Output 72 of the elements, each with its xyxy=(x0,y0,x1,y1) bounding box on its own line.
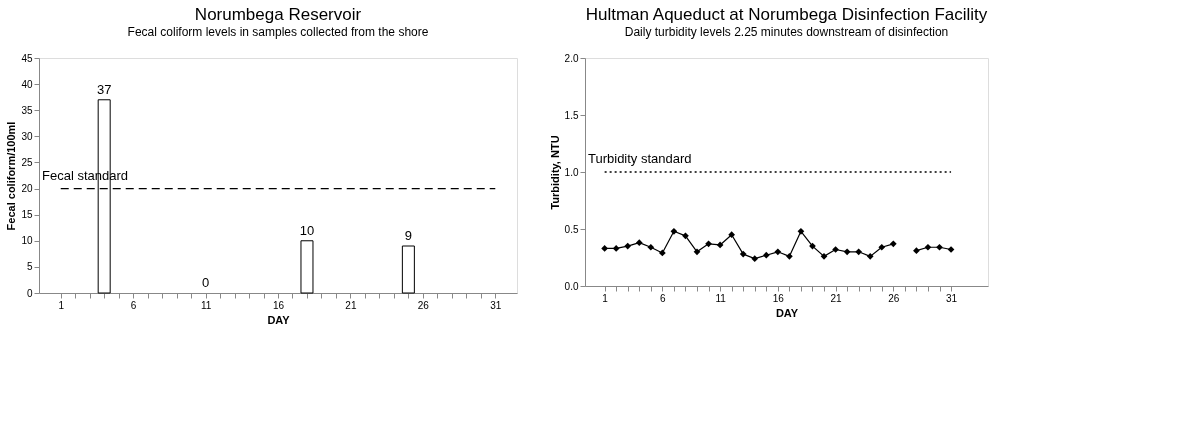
point xyxy=(889,240,897,248)
point xyxy=(693,248,701,256)
y-tick-label: 20 xyxy=(21,183,33,195)
x-tick-label: 21 xyxy=(830,292,843,304)
y-tick-label: 35 xyxy=(21,104,33,116)
data-label: 9 xyxy=(404,228,412,243)
chart-title: Hultman Aqueduct at Norumbega Disinfection Facility xyxy=(585,5,988,24)
x-tick-label: 6 xyxy=(130,299,137,311)
x-axis-title: DAY xyxy=(267,313,291,326)
y-tick-label: 5 xyxy=(26,261,33,273)
bar xyxy=(401,245,415,294)
x-tick-label: 1 xyxy=(602,292,609,304)
y-tick-label: 1.0 xyxy=(564,166,579,178)
y-tick-label: 40 xyxy=(21,78,33,90)
point xyxy=(843,248,851,256)
y-tick-label: 25 xyxy=(21,156,33,168)
chart-title: Norumbega Reservoir xyxy=(194,5,362,24)
point xyxy=(797,227,805,235)
point xyxy=(762,251,770,259)
chart-subtitle: Fecal coliform levels in samples collected from the shore xyxy=(127,25,429,39)
point xyxy=(820,253,828,260)
x-tick-label: 16 xyxy=(272,299,285,311)
point xyxy=(612,245,620,252)
point xyxy=(866,253,874,260)
x-tick-label: 31 xyxy=(945,292,958,304)
bar xyxy=(300,240,314,294)
y-tick-label: 15 xyxy=(21,209,33,221)
point xyxy=(936,243,943,251)
point xyxy=(635,239,643,247)
x-tick-label: 11 xyxy=(715,292,727,304)
x-tick-label: 16 xyxy=(772,292,785,304)
data-label: 37 xyxy=(96,81,112,97)
point xyxy=(924,243,932,251)
y-axis-title: Fecal coliform/100ml xyxy=(5,121,18,231)
point xyxy=(659,249,666,257)
data-label: 0 xyxy=(201,275,210,290)
point xyxy=(786,253,793,260)
x-tick-label: 11 xyxy=(200,299,212,311)
y-tick-label: 1.5 xyxy=(564,109,579,121)
y-tick-label: 2.0 xyxy=(564,52,579,64)
point xyxy=(878,243,886,251)
y-tick-label: 30 xyxy=(21,130,33,142)
chart-subtitle: Daily turbidity levels 2.25 minutes downstream of disinfection xyxy=(624,25,949,39)
point xyxy=(624,242,632,250)
x-tick-label: 31 xyxy=(490,299,502,311)
point xyxy=(670,227,678,235)
y-tick-label: 10 xyxy=(21,235,33,247)
point xyxy=(855,248,863,256)
point xyxy=(739,250,747,258)
y-tick-label: 45 xyxy=(21,52,33,64)
ref-line-label: Turbidity standard xyxy=(588,151,692,166)
x-tick-label: 26 xyxy=(888,292,900,304)
point xyxy=(728,231,735,239)
point xyxy=(751,255,759,262)
point xyxy=(647,243,655,251)
y-tick-label: 0.0 xyxy=(564,280,579,292)
x-tick-label: 26 xyxy=(417,299,430,311)
y-tick-label: 0 xyxy=(26,287,33,299)
y-axis-title: Turbidity, NTU xyxy=(548,135,561,210)
y-tick-label: 0.5 xyxy=(564,223,579,235)
point xyxy=(705,240,712,248)
data-label: 10 xyxy=(299,222,315,238)
point xyxy=(832,246,839,253)
point xyxy=(682,232,689,240)
x-tick-label: 21 xyxy=(345,299,357,311)
point xyxy=(601,245,608,252)
x-tick-label: 1 xyxy=(58,299,65,311)
point xyxy=(716,241,724,249)
x-tick-label: 6 xyxy=(660,292,667,304)
x-axis-title: DAY xyxy=(775,306,799,319)
point xyxy=(774,248,782,256)
point xyxy=(913,247,920,255)
